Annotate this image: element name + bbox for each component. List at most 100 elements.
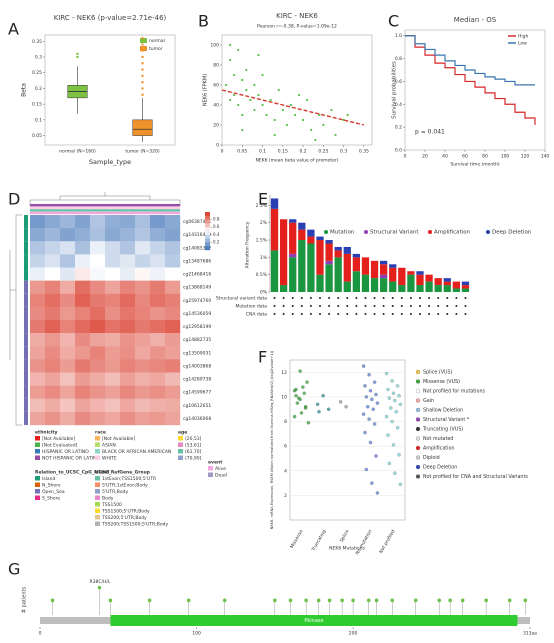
point (269, 98, 272, 102)
y-tick-label: 0.2 (35, 86, 42, 92)
heatmap-cell (90, 241, 106, 255)
lollipop-head (288, 598, 293, 603)
heatmap-cell (150, 280, 166, 294)
point (321, 393, 325, 398)
legend-swatch (428, 230, 432, 234)
heatmap-cell (45, 241, 61, 255)
legend-swatch (95, 482, 100, 487)
lollipop-head (97, 585, 102, 590)
legend-swatch (208, 472, 213, 477)
y-tick-label: 2% (260, 220, 268, 226)
heatmap-cell (90, 267, 106, 281)
point (310, 128, 313, 132)
y-tick-label: 1.5% (256, 238, 268, 244)
heatmap-cell (105, 333, 121, 347)
heatmap-cell (30, 215, 46, 229)
x-tick-label: 0 (221, 149, 224, 155)
heatmap-cell (120, 306, 136, 321)
x-tick-label: 0.25 (318, 149, 328, 155)
heatmap-cell (75, 306, 91, 321)
heatmap-cell (105, 254, 121, 268)
heatmap-cell (45, 254, 61, 268)
profile-row-label: CNA data (246, 312, 267, 318)
row-annotation (24, 280, 28, 294)
profile-dot (355, 305, 358, 307)
lollipop-head (351, 598, 355, 603)
heatmap-cell (150, 333, 166, 347)
point (389, 406, 393, 410)
heatmap-cell (30, 385, 46, 399)
bar-segment (343, 281, 351, 292)
x-tick-label: 200 (349, 631, 358, 637)
heatmap-cell (105, 267, 121, 281)
heatmap-cell (165, 346, 181, 360)
profile-dot (419, 297, 421, 299)
legend-label: Not profiled for mutations (423, 389, 485, 395)
colorbar-label: 0.6 (213, 224, 220, 229)
heatmap-cell (120, 411, 136, 426)
row-annotation (24, 333, 28, 347)
row-annotation (24, 385, 28, 399)
row-label: cg13487686 (183, 258, 211, 264)
point (361, 364, 366, 368)
point (346, 113, 349, 117)
row-annotation (24, 228, 28, 242)
bar-segment (398, 267, 406, 286)
legend-swatch (415, 379, 421, 384)
heatmap-cell (165, 241, 181, 255)
heatmap-cell (165, 267, 181, 281)
point (393, 398, 397, 403)
bar-segment (289, 257, 297, 292)
y-tick-label: 0.5% (256, 272, 268, 278)
legend-swatch (95, 455, 100, 460)
y-axis-label: Alteration Frequency (245, 221, 251, 268)
bar-segment (316, 240, 324, 275)
outlier (141, 68, 144, 71)
point (265, 113, 268, 117)
heatmap-cell (45, 320, 61, 334)
profile-dot (346, 305, 349, 307)
point (293, 113, 297, 117)
annotation-track (30, 204, 180, 207)
heatmap-cell (165, 385, 181, 399)
bar-segment (307, 243, 315, 292)
panel-letter: D (8, 190, 20, 209)
lollipop-head (304, 598, 308, 603)
heatmap-cell (60, 280, 76, 294)
bar-segment (370, 278, 379, 292)
profile-dot (391, 313, 394, 315)
outlier (141, 62, 144, 65)
panel-letter: A (8, 20, 19, 39)
profile-dot (282, 297, 285, 299)
box (132, 119, 153, 136)
heatmap-cell (120, 333, 136, 347)
heatmap-cell (60, 254, 76, 268)
point (364, 467, 369, 472)
legend-swatch (95, 442, 100, 447)
colorbar-label: 0.4 (213, 232, 220, 237)
heatmap-cell (90, 306, 106, 321)
heatmap-cell (75, 411, 91, 426)
annotation-track (30, 206, 180, 209)
y-tick-label: 10 (281, 394, 287, 400)
point (294, 387, 298, 392)
heatmap-cell (105, 228, 121, 242)
row-label: cg14316440 (183, 232, 211, 238)
heatmap-cell (135, 228, 151, 242)
lollipop-head (327, 598, 332, 603)
legend-label: Island (42, 476, 56, 482)
point (297, 93, 301, 97)
heatmap-cell (45, 346, 61, 360)
legend-swatch (415, 445, 421, 451)
heatmap-cell (75, 320, 91, 334)
heatmap-cell (60, 346, 76, 360)
heatmap-cell (90, 254, 106, 268)
row-annotation (24, 372, 28, 386)
heatmap-cell (135, 254, 151, 268)
profile-dot (291, 305, 294, 307)
point (395, 425, 400, 430)
point (245, 68, 248, 72)
heatmap-cell (150, 228, 166, 242)
heatmap-cell (45, 293, 61, 308)
point (363, 384, 367, 388)
